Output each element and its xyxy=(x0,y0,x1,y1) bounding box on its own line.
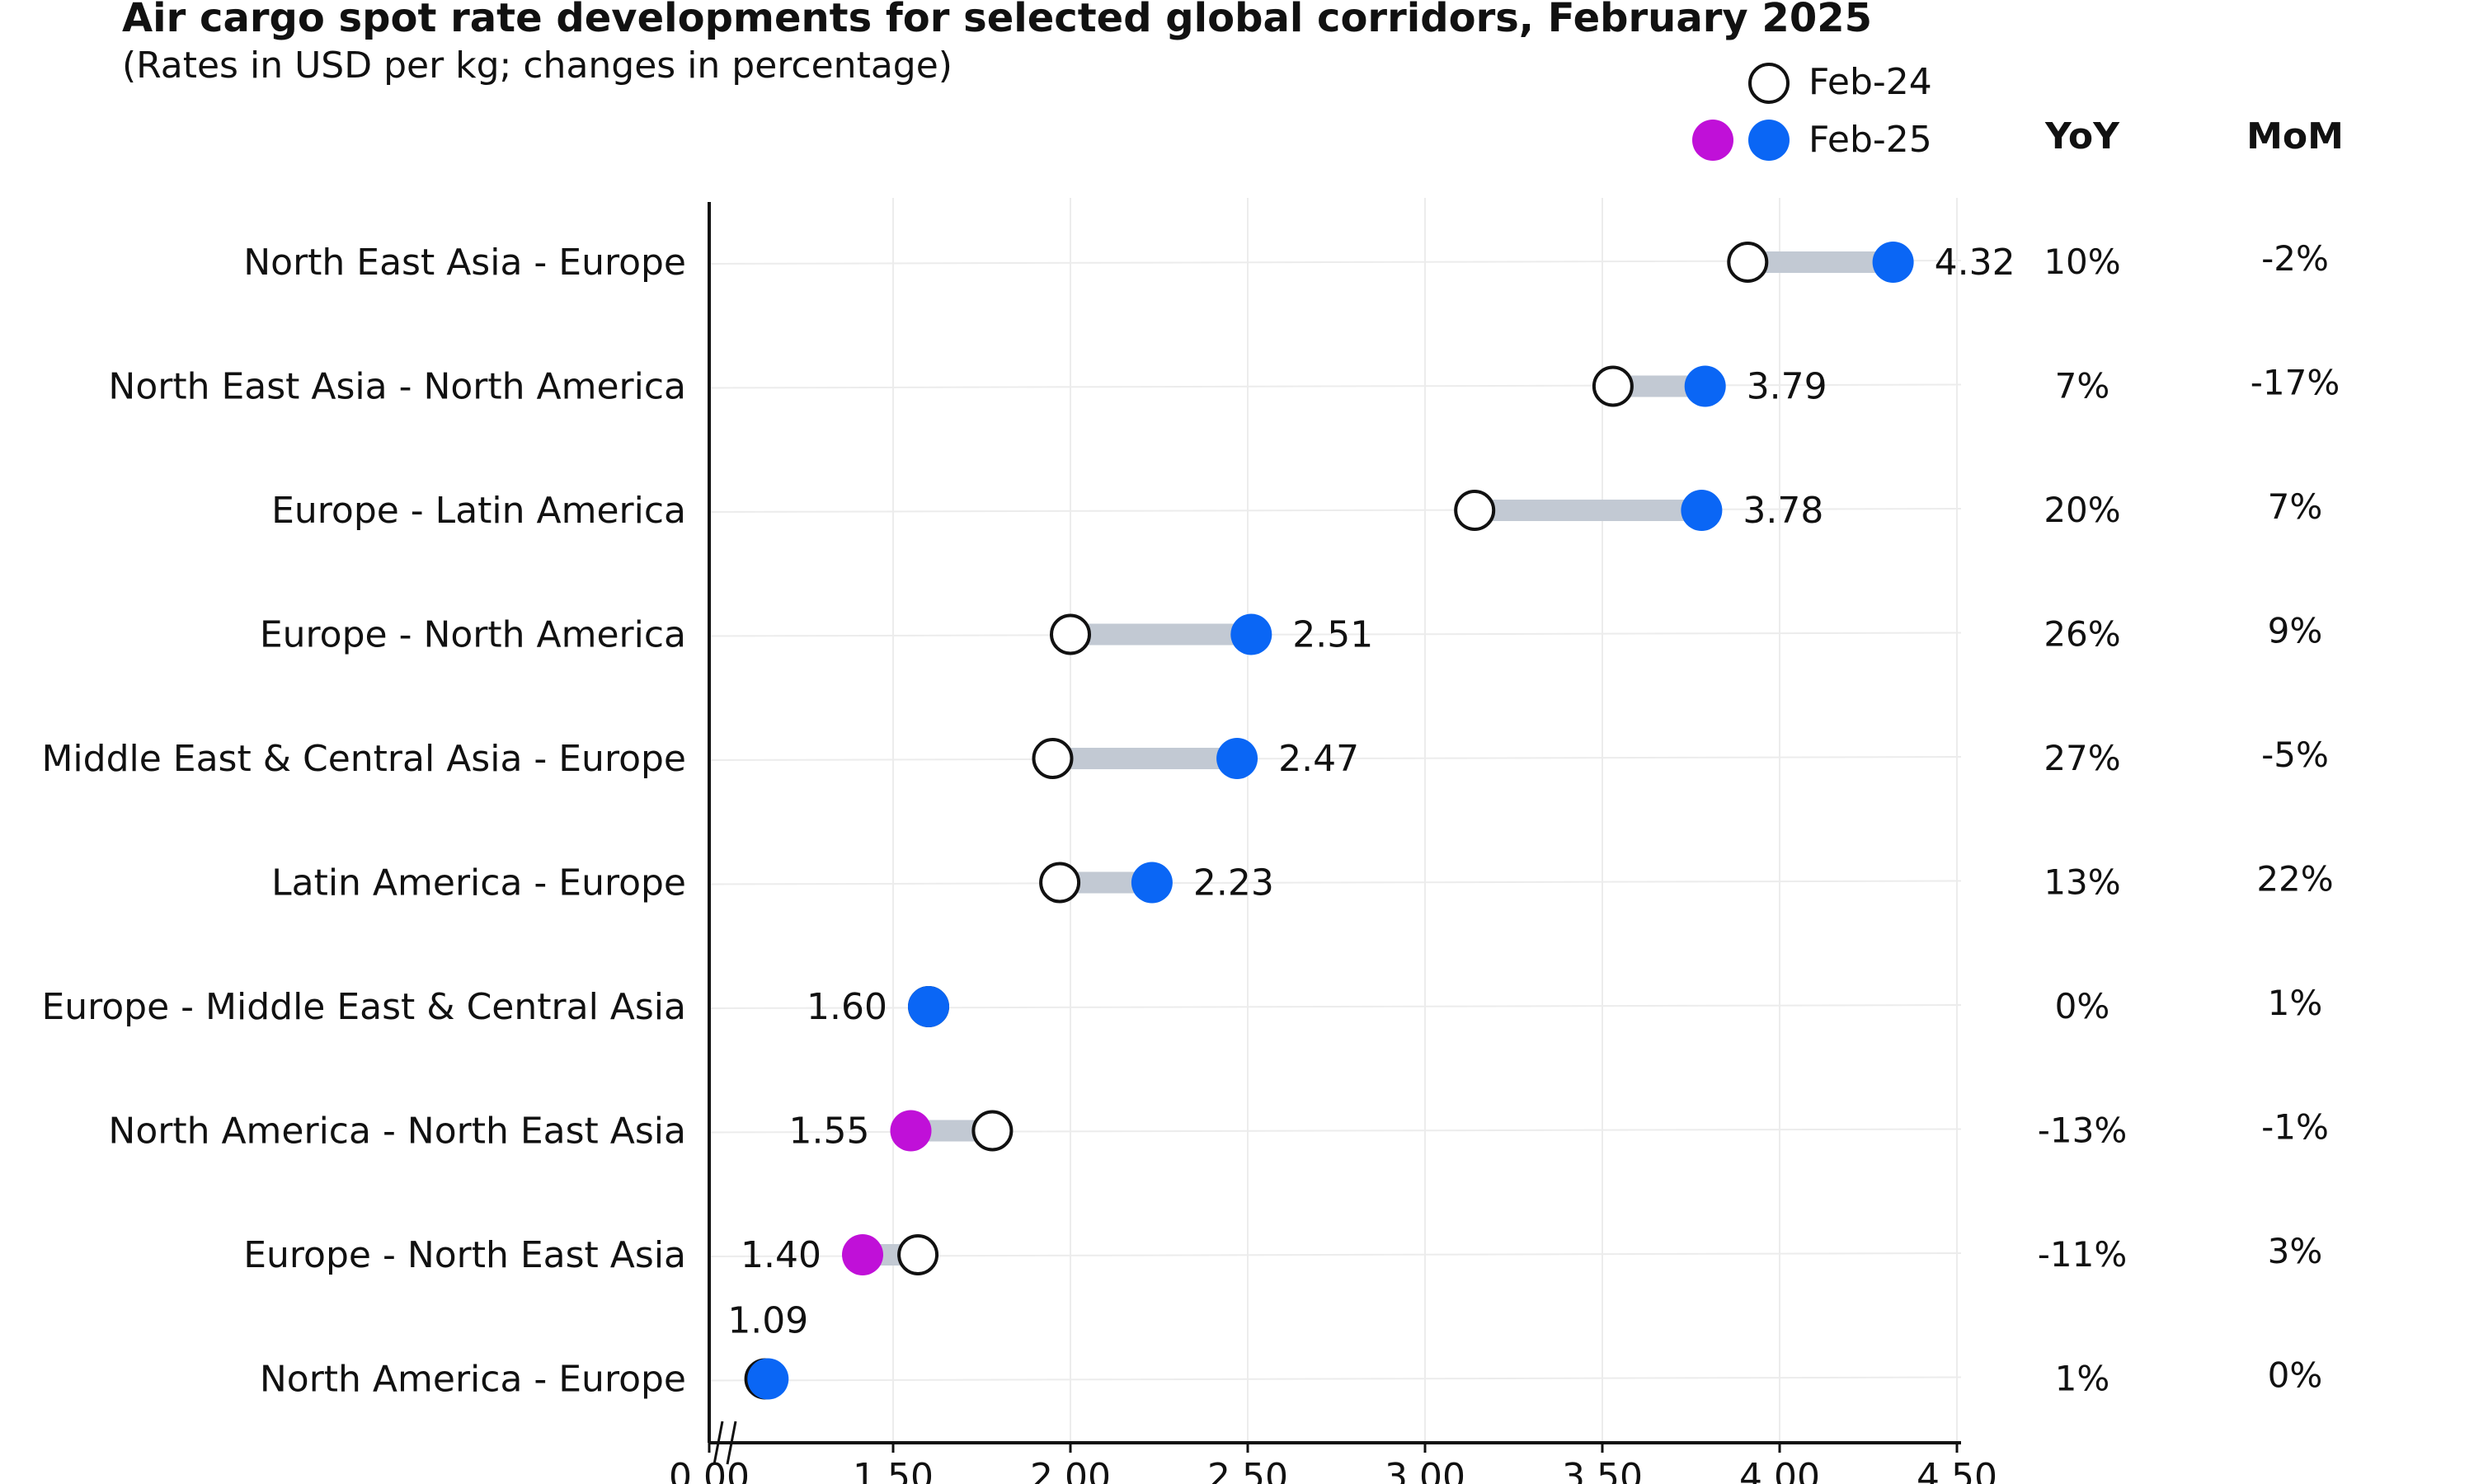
corridor-row: North East Asia - North America 3.79 7% -17… xyxy=(108,363,2340,408)
feb24-marker xyxy=(1039,862,1081,904)
yoy-value: 7% xyxy=(2055,366,2110,406)
corridor-row: Middle East & Central Asia - Europe 2.47 2… xyxy=(41,735,2328,780)
corridor-row: Europe - North America 2.51 26% 9% xyxy=(260,611,2322,656)
corridor-label: Europe - North East Asia xyxy=(243,1234,686,1276)
corridor-label: Europe - Latin America xyxy=(271,490,686,532)
row-gridline xyxy=(708,756,1962,761)
feb24-marker xyxy=(1032,738,1074,779)
corridor-row: Europe - Middle East & Central Asia 1.60 0… xyxy=(41,983,2322,1028)
value-label: 4.32 xyxy=(1935,242,2015,284)
row-gridline xyxy=(708,1004,1962,1009)
mom-value: 7% xyxy=(2268,486,2323,527)
value-label: 3.78 xyxy=(1743,490,1823,532)
corridor-label: Latin America - Europe xyxy=(271,862,686,904)
feb25-marker xyxy=(1131,862,1173,904)
corridor-row: North East Asia - Europe 4.32 10% -2% xyxy=(243,238,2329,284)
value-label: 1.40 xyxy=(741,1234,821,1276)
yoy-value: 0% xyxy=(2055,986,2110,1026)
row-gridline xyxy=(708,632,1962,637)
mom-value: 9% xyxy=(2268,611,2323,651)
value-label: 2.23 xyxy=(1193,862,1274,904)
feb24-marker xyxy=(897,1234,939,1275)
feb25-marker xyxy=(747,1358,789,1400)
x-tick-label: 4.50 xyxy=(1917,1456,1997,1484)
yoy-value: -13% xyxy=(2038,1111,2128,1151)
x-tick-label: 1.50 xyxy=(853,1456,934,1484)
mom-value: 3% xyxy=(2268,1231,2323,1271)
value-label: 1.55 xyxy=(789,1111,870,1153)
legend-feb25-decrease-marker xyxy=(1692,120,1733,161)
feb25-marker xyxy=(1216,738,1258,779)
feb25-marker xyxy=(1681,490,1723,531)
mom-value: 1% xyxy=(2268,983,2323,1023)
yoy-value: 10% xyxy=(2044,242,2120,282)
legend: Feb-24 Feb-25 xyxy=(1692,61,1932,161)
feb25-marker xyxy=(842,1234,883,1275)
feb24-marker xyxy=(1727,242,1769,283)
feb24-marker xyxy=(1454,490,1496,531)
mom-value: -1% xyxy=(2261,1107,2329,1148)
row-gridline xyxy=(708,383,1962,389)
yoy-value: 1% xyxy=(2055,1359,2110,1399)
axes: 0.00 1.50 2.00 2.50 3.00 3.50 4.00 4.50 xyxy=(669,202,1997,1484)
mom-value: -2% xyxy=(2261,238,2329,279)
chart-subtitle: (Rates in USD per kg; changes in percent… xyxy=(122,45,952,87)
x-tick-label: 2.00 xyxy=(1030,1456,1111,1484)
corridor-row: North America - North East Asia 1.55 -13% -… xyxy=(108,1107,2328,1153)
value-label: 2.51 xyxy=(1292,614,1373,656)
yoy-value: 20% xyxy=(2044,490,2120,530)
feb24-marker xyxy=(1592,365,1634,407)
corridor-row: Latin America - Europe 2.23 13% 22% xyxy=(271,859,2334,904)
yoy-value: 13% xyxy=(2044,862,2120,903)
corridor-row: Europe - Latin America 3.78 20% 7% xyxy=(271,486,2322,532)
x-tick-label: 0.00 xyxy=(669,1456,750,1484)
chart-title: Air cargo spot rate developments for sel… xyxy=(122,0,1872,41)
mom-value: -5% xyxy=(2261,735,2329,775)
gridlines xyxy=(708,198,1962,1443)
feb24-marker xyxy=(1050,613,1091,655)
axis-break-marker xyxy=(713,1421,737,1465)
legend-feb25-label: Feb-25 xyxy=(1808,119,1932,161)
legend-feb25-increase-marker xyxy=(1748,120,1790,161)
feb25-marker xyxy=(890,1110,932,1152)
corridor-label: North East Asia - North America xyxy=(108,366,686,408)
row-gridline xyxy=(708,508,1962,513)
corridor-row: North America - Europe 1.09 1% 0% xyxy=(260,1300,2322,1401)
x-tick-label: 3.00 xyxy=(1385,1456,1465,1484)
value-label: 3.79 xyxy=(1747,366,1827,408)
yoy-value: 27% xyxy=(2044,738,2120,778)
mom-value: 0% xyxy=(2268,1355,2323,1396)
feb25-marker xyxy=(1872,242,1914,283)
corridor-label: North America - Europe xyxy=(260,1359,686,1401)
corridor-label: Middle East & Central Asia - Europe xyxy=(41,738,686,780)
x-tick-label: 2.50 xyxy=(1207,1456,1288,1484)
feb24-marker xyxy=(971,1110,1014,1152)
x-tick-label: 3.50 xyxy=(1562,1456,1643,1484)
yoy-value: 26% xyxy=(2044,614,2120,655)
feb25-marker xyxy=(1684,365,1726,407)
feb25-marker xyxy=(908,986,949,1027)
legend-feb24-label: Feb-24 xyxy=(1808,61,1932,103)
x-tick-label: 4.00 xyxy=(1739,1456,1820,1484)
corridor-row: Europe - North East Asia 1.40 -11% 3% xyxy=(243,1231,2322,1276)
corridor-label: Europe - North America xyxy=(260,614,686,656)
feb25-marker xyxy=(1230,613,1272,655)
mom-column-header: MoM xyxy=(2246,115,2344,157)
corridor-label: North East Asia - Europe xyxy=(243,242,686,284)
row-gridline xyxy=(708,1376,1962,1382)
mom-value: 22% xyxy=(2256,859,2333,899)
legend-feb24-marker xyxy=(1748,63,1790,104)
yoy-value: -11% xyxy=(2038,1234,2128,1275)
value-label: 1.09 xyxy=(727,1300,808,1342)
value-label: 2.47 xyxy=(1278,738,1359,780)
mom-value: -17% xyxy=(2251,363,2340,403)
corridor-label: North America - North East Asia xyxy=(108,1111,686,1153)
corridor-label: Europe - Middle East & Central Asia xyxy=(41,986,686,1028)
value-label: 1.60 xyxy=(807,986,887,1028)
yoy-column-header: YoY xyxy=(2044,115,2120,157)
chart-rows: North East Asia - Europe 4.32 10% -2%North … xyxy=(41,238,2340,1401)
row-gridline xyxy=(708,880,1962,885)
